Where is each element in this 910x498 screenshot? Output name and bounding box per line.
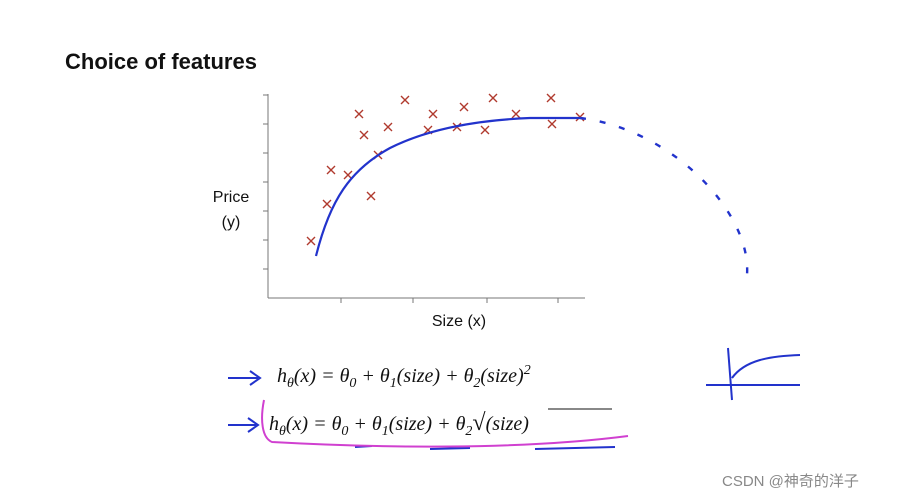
formula-part: 0 (349, 376, 356, 391)
cross (459, 102, 469, 112)
cross (488, 93, 498, 103)
fit-curve (314, 116, 580, 257)
formula-part: + θ (348, 413, 381, 435)
formula-part: (x) = θ (294, 365, 350, 387)
formula-part: 2 (524, 363, 531, 378)
slide-title: Choice of features (65, 49, 257, 74)
y-axis-label: (y) (222, 214, 241, 231)
formula-part: 1 (390, 376, 397, 391)
cross (366, 191, 376, 201)
formula: hθ(x) = θ0 + θ1(size) + θ2√(size) (269, 410, 529, 439)
cross (547, 119, 557, 129)
formula-part: h (269, 413, 279, 435)
cross (359, 130, 369, 140)
cross (306, 236, 316, 246)
cross (343, 170, 353, 180)
formula: hθ(x) = θ0 + θ1(size) + θ2(size)2 (277, 363, 531, 391)
cross (480, 125, 490, 135)
formula-part: h (277, 365, 287, 387)
formula-part: θ (287, 376, 294, 391)
formula-part: 0 (341, 424, 348, 439)
watermark: CSDN @神奇的洋子 (722, 473, 859, 490)
formula-part: 1 (382, 424, 389, 439)
cross (322, 199, 332, 209)
formula-part: 2 (465, 424, 472, 439)
cross (383, 122, 393, 132)
formula-part: (size) + θ (389, 413, 466, 435)
extrapolation-curve (579, 116, 749, 276)
formula-part: √ (472, 410, 486, 436)
cross (354, 109, 364, 119)
formula-part: (size) (480, 365, 524, 387)
cross (428, 109, 438, 119)
highlight-bracket (261, 399, 629, 448)
cross (400, 95, 410, 105)
y-axis-label: Price (213, 189, 250, 206)
cross (511, 109, 521, 119)
data-points (306, 93, 585, 246)
cross (546, 93, 556, 103)
plot-axes (263, 94, 585, 303)
formula-part: + θ (356, 365, 389, 387)
formula-part: 2 (473, 376, 480, 391)
formula-part: (size) + θ (397, 365, 474, 387)
formula-part: θ (279, 424, 286, 439)
formula-part: (size) (486, 413, 530, 435)
formula-part: (x) = θ (286, 413, 342, 435)
cross (326, 165, 336, 175)
x-axis-label: Size (x) (432, 313, 486, 330)
